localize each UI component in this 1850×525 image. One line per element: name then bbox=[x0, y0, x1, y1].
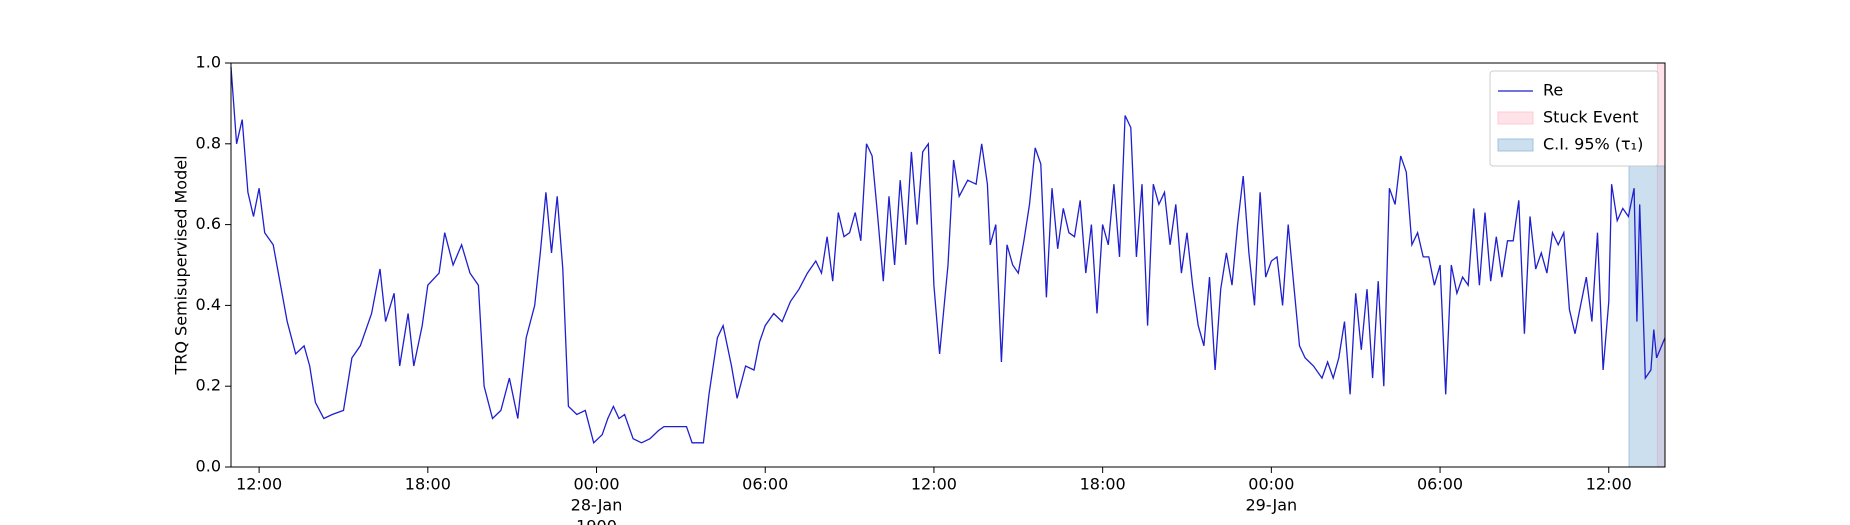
x-tick-label: 18:00 bbox=[405, 475, 451, 494]
y-tick-label: 0.6 bbox=[196, 214, 221, 233]
axes-frame bbox=[230, 62, 1666, 468]
x-tick-label: 06:00 bbox=[1417, 475, 1463, 494]
series-line bbox=[230, 66, 1666, 445]
x-tick-label: 00:00 bbox=[1248, 475, 1294, 494]
legend-swatch bbox=[1497, 138, 1534, 152]
x-tick-label: 06:00 bbox=[742, 475, 788, 494]
x-tick-label: 12:00 bbox=[1586, 475, 1632, 494]
y-tick-label: 0.4 bbox=[196, 295, 221, 314]
x-tick-label: 29-Jan bbox=[1246, 496, 1298, 515]
y-tick-label: 1.0 bbox=[196, 53, 221, 72]
x-tick-label: 12:00 bbox=[911, 475, 957, 494]
y-tick-label: 0.0 bbox=[196, 457, 221, 476]
y-tick-label: 0.2 bbox=[196, 376, 221, 395]
y-axis-label: TRQ Semisupervised Model bbox=[172, 155, 191, 375]
legend-label: Stuck Event bbox=[1543, 108, 1639, 127]
legend-label: Re bbox=[1543, 81, 1563, 100]
x-tick-label: 12:00 bbox=[236, 475, 282, 494]
legend-box bbox=[1489, 70, 1659, 167]
y-tick-label: 0.8 bbox=[196, 133, 221, 152]
legend: Re Stuck Event C.I. 95% (τ₁) bbox=[1489, 70, 1659, 167]
x-tick-label: 00:00 bbox=[573, 475, 619, 494]
x-tick-label: 28-Jan bbox=[571, 496, 623, 515]
legend-label: C.I. 95% (τ₁) bbox=[1543, 135, 1643, 154]
x-tick-label: 18:00 bbox=[1080, 475, 1126, 494]
legend-swatch bbox=[1497, 111, 1534, 125]
x-tick-label: 1900 bbox=[576, 517, 617, 525]
